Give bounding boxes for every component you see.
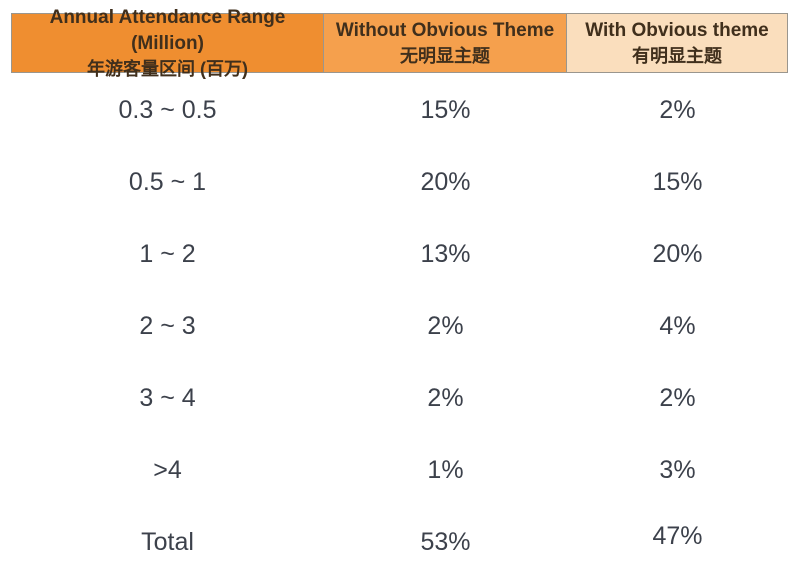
header-cell-attendance-range: Annual Attendance Range (Million) 年游客量区间… [11, 7, 324, 79]
header-with-theme-en: With Obvious theme [585, 20, 769, 42]
cell-with-theme-value: 15% [652, 167, 703, 196]
cell-with-theme-value: 3% [659, 455, 696, 484]
table-row-total: Total 53% 47% [11, 506, 788, 578]
header-without-theme-zh: 无明显主题 [400, 45, 490, 66]
header-with-theme-zh: 有明显主题 [632, 45, 722, 66]
cell-without-theme-value: 1% [427, 455, 464, 484]
cell-range-total: Total [141, 527, 194, 556]
cell-range: 2 ~ 3 [139, 311, 196, 340]
cell-with-theme-value: 4% [659, 311, 696, 340]
cell-with-theme-value: 2% [659, 95, 696, 124]
table-row: 3 ~ 4 2% 2% [11, 362, 788, 434]
cell-range: >4 [153, 455, 182, 484]
header-attendance-range-en: Annual Attendance Range (Million) [49, 7, 286, 54]
cell-range: 0.3 ~ 0.5 [118, 95, 217, 124]
cell-with-theme-value: 2% [659, 383, 696, 412]
table-row: 1 ~ 2 13% 20% [11, 218, 788, 290]
table-header-row: Annual Attendance Range (Million) 年游客量区间… [11, 7, 788, 79]
header-without-theme-en: Without Obvious Theme [335, 20, 555, 42]
cell-range: 0.5 ~ 1 [128, 167, 207, 196]
table-body: 0.3 ~ 0.5 15% 2% 0.5 ~ 1 20% 15% 1 ~ 2 1… [11, 74, 788, 578]
cell-with-theme-total: 47% [652, 521, 703, 550]
header-cell-without-theme: Without Obvious Theme 无明显主题 [324, 13, 567, 73]
header-attendance-range-zh: 年游客量区间 (百万) [87, 58, 248, 79]
cell-without-theme-value: 20% [420, 167, 471, 196]
cell-without-theme-value: 2% [427, 383, 464, 412]
table-row: 0.5 ~ 1 20% 15% [11, 146, 788, 218]
cell-range: 3 ~ 4 [139, 383, 196, 412]
cell-without-theme-value: 2% [427, 311, 464, 340]
header-cell-with-theme: With Obvious theme 有明显主题 [567, 13, 788, 73]
cell-without-theme-value: 15% [420, 95, 471, 124]
table-row: >4 1% 3% [11, 434, 788, 506]
cell-without-theme-total: 53% [420, 527, 471, 556]
cell-without-theme-value: 13% [420, 239, 471, 268]
cell-with-theme-value: 20% [652, 239, 703, 268]
table-row: 0.3 ~ 0.5 15% 2% [11, 74, 788, 146]
table-row: 2 ~ 3 2% 4% [11, 290, 788, 362]
cell-range: 1 ~ 2 [139, 239, 196, 268]
